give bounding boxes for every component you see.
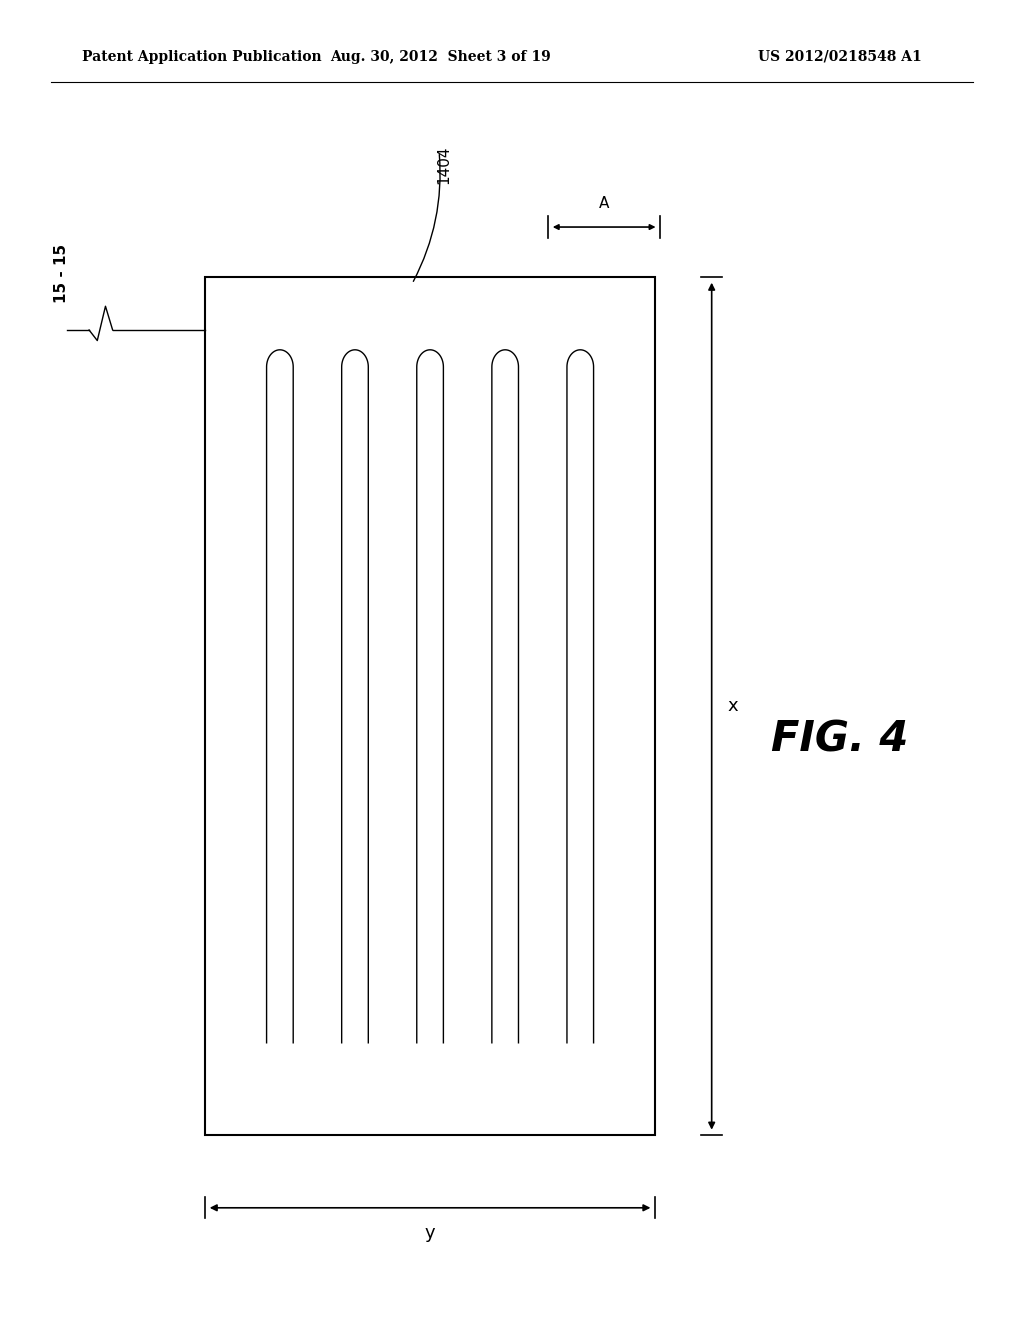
Text: A: A <box>599 197 609 211</box>
Bar <box>205 277 655 1135</box>
Text: x: x <box>727 697 737 715</box>
Text: 1404: 1404 <box>436 145 452 183</box>
Text: FIG. 4: FIG. 4 <box>771 718 908 760</box>
Text: Aug. 30, 2012  Sheet 3 of 19: Aug. 30, 2012 Sheet 3 of 19 <box>330 50 551 63</box>
Text: Patent Application Publication: Patent Application Publication <box>82 50 322 63</box>
Text: US 2012/0218548 A1: US 2012/0218548 A1 <box>758 50 922 63</box>
Text: 15 - 15: 15 - 15 <box>54 244 69 304</box>
Text: y: y <box>425 1224 435 1242</box>
